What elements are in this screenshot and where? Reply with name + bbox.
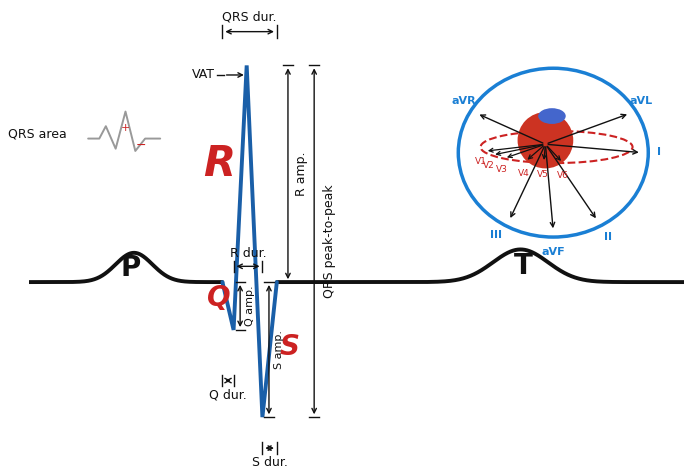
Text: aVF: aVF <box>541 247 565 257</box>
Text: Q: Q <box>208 284 231 312</box>
Text: QRS peak-to-peak: QRS peak-to-peak <box>323 185 336 298</box>
Text: V2: V2 <box>483 162 495 171</box>
Text: V6: V6 <box>558 171 569 179</box>
Text: V1: V1 <box>475 157 487 166</box>
Text: V4: V4 <box>518 169 530 178</box>
Text: S amp.: S amp. <box>273 330 284 369</box>
Text: R: R <box>203 143 235 185</box>
Text: S: S <box>280 333 300 361</box>
Text: Q dur.: Q dur. <box>209 389 247 401</box>
Text: +: + <box>121 123 130 133</box>
Text: aVL: aVL <box>630 97 653 106</box>
Text: QRS area: QRS area <box>8 128 66 140</box>
Text: Q amp.: Q amp. <box>245 286 255 326</box>
Text: S dur.: S dur. <box>251 456 288 469</box>
Text: P: P <box>121 254 141 282</box>
Text: V5: V5 <box>537 171 549 179</box>
Ellipse shape <box>518 112 573 169</box>
Text: R dur.: R dur. <box>229 247 266 260</box>
Ellipse shape <box>538 108 566 124</box>
Text: aVR: aVR <box>452 96 477 106</box>
Text: V3: V3 <box>495 165 508 174</box>
Text: VAT: VAT <box>192 68 214 81</box>
Text: III: III <box>490 230 501 240</box>
Text: R amp.: R amp. <box>295 152 308 196</box>
Text: −: − <box>136 139 146 152</box>
Text: II: II <box>603 232 612 242</box>
Text: QRS dur.: QRS dur. <box>223 10 277 23</box>
Text: T: T <box>514 252 533 280</box>
Text: I: I <box>658 146 661 156</box>
